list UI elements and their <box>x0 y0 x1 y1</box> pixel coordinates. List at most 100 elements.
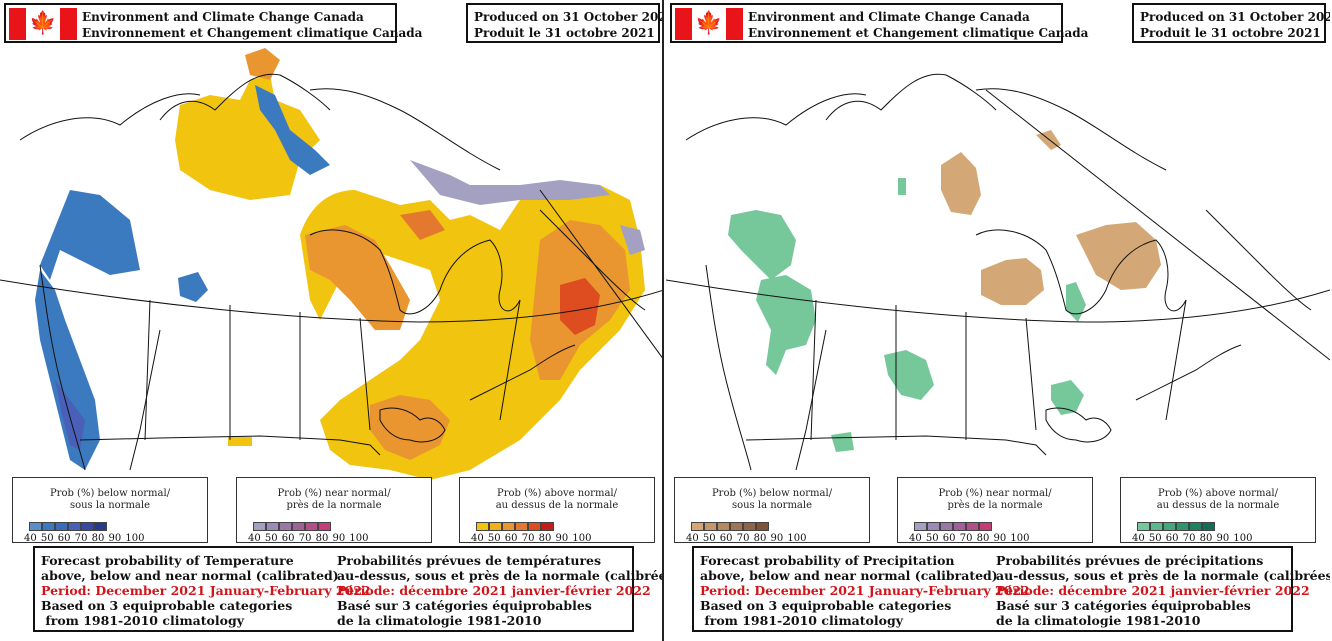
above-normal-50-lakes <box>370 395 450 460</box>
legend-swatch <box>94 522 107 531</box>
legend-label-fr: au dessus de la normale <box>495 500 619 511</box>
legend-swatch <box>717 522 730 531</box>
legend-swatch <box>279 522 292 531</box>
forecast-caption: Forecast probability of Temperature abov… <box>33 546 662 632</box>
caption-title-line: Probabilités prévues de précipitations <box>996 553 1264 568</box>
coastline-arctic <box>825 73 1167 171</box>
above-normal-50-region <box>305 225 410 330</box>
legend-swatch <box>292 522 305 531</box>
temperature-map-panel: 🍁 Environment and Climate Change Canada … <box>0 0 664 641</box>
province-lines <box>144 299 521 441</box>
below-normal-40-arctic <box>941 152 981 215</box>
legend-swatch <box>476 522 489 531</box>
legend-swatch <box>541 522 554 531</box>
legend-scale: 40 50 60 70 80 90 100 <box>909 533 1030 544</box>
caption-basis-line: de la climatologie 1981-2010 <box>337 613 542 628</box>
coastline-arctic <box>159 73 501 171</box>
below-normal-40-north <box>1036 130 1061 150</box>
legend-swatch <box>743 522 756 531</box>
legend-swatch <box>42 522 55 531</box>
legend-label-fr: au dessus de la normale <box>1156 500 1280 511</box>
legend-above-normal: Prob (%) above normal/au dessus de la no… <box>1120 477 1316 544</box>
legend-swatch <box>730 522 743 531</box>
caption-title-line: Forecast probability of Precipitation <box>700 553 955 568</box>
legend-swatch <box>691 522 704 531</box>
caption-period: Period: December 2021 January-February 2… <box>41 583 371 598</box>
produced-date-box: Produced on 31 October 2021 Produit le 3… <box>466 3 662 43</box>
caption-basis-line: Based on 3 equiprobable categories <box>700 598 952 613</box>
legend-swatch <box>253 522 266 531</box>
legend-label-fr: sous la normale <box>69 500 151 511</box>
above-normal-40-west <box>728 210 796 280</box>
legend-swatch <box>1150 522 1163 531</box>
below-normal-40-west <box>40 190 140 280</box>
legend-label-en: Prob (%) below normal/ <box>49 488 171 499</box>
legend-swatch <box>81 522 94 531</box>
legend-swatch <box>489 522 502 531</box>
caption-title-line: au-dessus, sous et près de la normale (c… <box>337 568 664 583</box>
agency-header: 🍁 Environment and Climate Change Canada … <box>670 3 1088 43</box>
caption-period: Période: décembre 2021 janvier-février 2… <box>337 583 651 598</box>
caption-basis-line: Basé sur 3 catégories équiprobables <box>996 598 1251 613</box>
precipitation-map-panel: 🍁 Environment and Climate Change Canada … <box>666 0 1330 641</box>
legend-label-en: Prob (%) below normal/ <box>711 488 833 499</box>
legend-below-normal: Prob (%) below normal/sous la normale 40… <box>12 477 208 544</box>
legend-swatches <box>914 522 992 531</box>
legend-swatch <box>704 522 717 531</box>
st-lawrence <box>469 344 576 401</box>
legend-label-en: Prob (%) near normal/ <box>277 488 391 499</box>
agency-name-fr: Environnement et Changement climatique C… <box>82 26 423 40</box>
legend-swatch <box>318 522 331 531</box>
legend-swatch <box>502 522 515 531</box>
legend-swatch <box>1163 522 1176 531</box>
legend-swatch <box>528 522 541 531</box>
legend-label-en: Prob (%) above normal/ <box>1158 488 1278 499</box>
great-lakes <box>1045 407 1112 443</box>
caption-basis-line: from 1981-2010 climatology <box>41 613 244 628</box>
above-normal-40-arctic <box>898 178 906 195</box>
coastline-west <box>685 93 867 471</box>
above-normal-70-core <box>560 278 600 335</box>
caption-basis-line: de la climatologie 1981-2010 <box>996 613 1201 628</box>
hudson-bay <box>309 229 521 315</box>
produced-date-box: Produced on 31 October 2021 Produit le 3… <box>1132 3 1330 43</box>
temperature-probability-shading <box>35 48 645 480</box>
caption-english: Forecast probability of Temperature abov… <box>41 553 371 628</box>
legend-swatch <box>1176 522 1189 531</box>
hudson-bay <box>975 229 1187 315</box>
legend-swatch <box>305 522 318 531</box>
above-normal-50-arctic <box>245 48 280 80</box>
caption-title-line: above, below and near normal (calibrated… <box>700 568 998 583</box>
legend-swatches <box>29 522 107 531</box>
caption-french: Probabilités prévues de précipitations a… <box>996 553 1330 628</box>
temperature-map <box>0 48 662 480</box>
caption-french: Probabilités prévues de températures au-… <box>337 553 664 628</box>
below-normal-40-arctic <box>255 85 330 175</box>
legend-swatch <box>1137 522 1150 531</box>
legend-below-normal: Prob (%) below normal/sous la normale 40… <box>674 477 870 544</box>
legend-swatch <box>953 522 966 531</box>
precipitation-basemap <box>666 73 1330 471</box>
caption-title-line: above, below and near normal (calibrated… <box>41 568 339 583</box>
below-normal-60-coast <box>55 380 85 450</box>
below-normal-40-east <box>1076 222 1161 290</box>
caption-title-line: Probabilités prévues de températures <box>337 553 602 568</box>
legend-swatch <box>940 522 953 531</box>
caption-period: Période: décembre 2021 janvier-février 2… <box>996 583 1310 598</box>
longitude-line <box>539 189 662 359</box>
great-lakes <box>379 407 446 443</box>
above-normal-40-prairie <box>884 350 934 400</box>
legend-swatch <box>1202 522 1215 531</box>
legend-near-normal: Prob (%) near normal/près de la normale … <box>897 477 1093 544</box>
caption-basis-line: Based on 3 equiprobable categories <box>41 598 293 613</box>
legend-swatch <box>966 522 979 531</box>
produced-date-en: Produced on 31 October 2021 <box>1140 10 1330 24</box>
above-normal-40-ontario <box>1051 380 1084 415</box>
legend-swatch <box>266 522 279 531</box>
legend-swatch <box>914 522 927 531</box>
produced-date-fr: Produit le 31 octobre 2021 <box>1140 26 1321 40</box>
legend-swatch <box>68 522 81 531</box>
labrador-coast <box>1205 209 1312 311</box>
legend-scale: 40 50 60 70 80 90 100 <box>248 533 369 544</box>
legend-swatches <box>1137 522 1215 531</box>
